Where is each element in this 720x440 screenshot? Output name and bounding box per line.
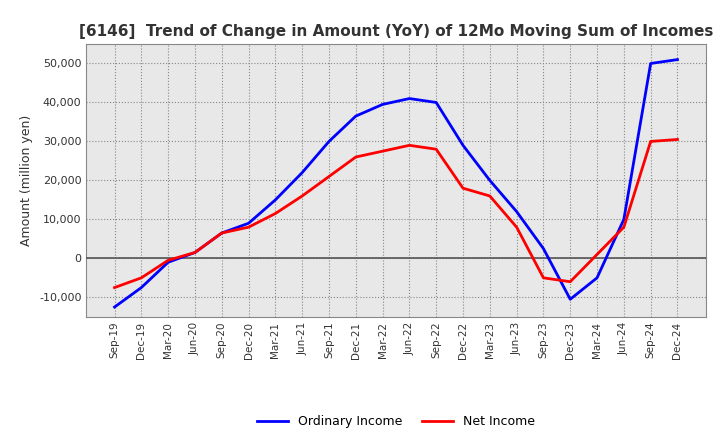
Net Income xyxy=(244,224,253,230)
Net Income xyxy=(432,147,441,152)
Net Income xyxy=(217,231,226,236)
Net Income xyxy=(539,275,548,280)
Ordinary Income xyxy=(164,260,173,265)
Ordinary Income xyxy=(325,139,333,144)
Ordinary Income xyxy=(191,250,199,255)
Ordinary Income xyxy=(647,61,655,66)
Net Income xyxy=(351,154,360,160)
Net Income xyxy=(566,279,575,284)
Line: Ordinary Income: Ordinary Income xyxy=(114,59,678,307)
Line: Net Income: Net Income xyxy=(114,139,678,288)
Net Income xyxy=(191,250,199,255)
Net Income xyxy=(110,285,119,290)
Ordinary Income xyxy=(217,231,226,236)
Ordinary Income xyxy=(137,285,145,290)
Net Income xyxy=(647,139,655,144)
Net Income xyxy=(164,258,173,263)
Net Income xyxy=(485,193,494,198)
Net Income xyxy=(271,211,279,216)
Ordinary Income xyxy=(271,197,279,202)
Net Income xyxy=(298,193,307,198)
Net Income xyxy=(137,275,145,280)
Ordinary Income xyxy=(459,143,467,148)
Ordinary Income xyxy=(593,275,601,280)
Net Income xyxy=(673,137,682,142)
Net Income xyxy=(405,143,414,148)
Ordinary Income xyxy=(673,57,682,62)
Ordinary Income xyxy=(244,220,253,226)
Net Income xyxy=(325,174,333,179)
Ordinary Income xyxy=(485,178,494,183)
Net Income xyxy=(593,252,601,257)
Y-axis label: Amount (million yen): Amount (million yen) xyxy=(20,115,34,246)
Ordinary Income xyxy=(405,96,414,101)
Net Income xyxy=(378,149,387,154)
Ordinary Income xyxy=(619,217,628,222)
Net Income xyxy=(459,186,467,191)
Ordinary Income xyxy=(110,304,119,310)
Net Income xyxy=(513,224,521,230)
Ordinary Income xyxy=(378,102,387,107)
Ordinary Income xyxy=(513,209,521,214)
Net Income xyxy=(619,224,628,230)
Ordinary Income xyxy=(566,297,575,302)
Legend: Ordinary Income, Net Income: Ordinary Income, Net Income xyxy=(252,411,540,433)
Ordinary Income xyxy=(432,100,441,105)
Ordinary Income xyxy=(298,170,307,175)
Ordinary Income xyxy=(539,246,548,251)
Title: [6146]  Trend of Change in Amount (YoY) of 12Mo Moving Sum of Incomes: [6146] Trend of Change in Amount (YoY) o… xyxy=(78,24,714,39)
Ordinary Income xyxy=(351,114,360,119)
